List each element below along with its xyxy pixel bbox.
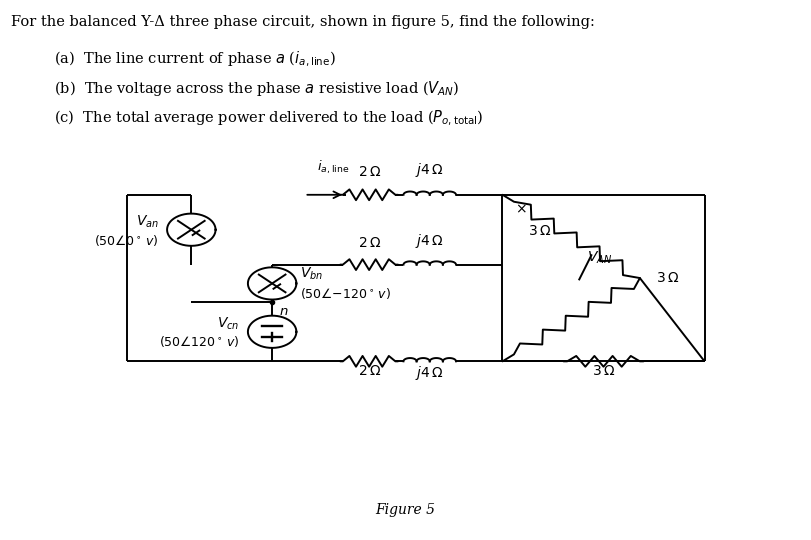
Text: $\times$: $\times$ xyxy=(515,203,526,217)
Text: $V_{AN}$: $V_{AN}$ xyxy=(587,249,612,266)
Text: $V_{cn}$: $V_{cn}$ xyxy=(217,315,240,332)
Text: (a)  The line current of phase $a$ ($i_{a,\mathrm{line}}$): (a) The line current of phase $a$ ($i_{a… xyxy=(54,50,336,69)
Text: $3\,\Omega$: $3\,\Omega$ xyxy=(592,364,615,378)
Text: Figure 5: Figure 5 xyxy=(375,503,436,517)
Text: $V_{bn}$: $V_{bn}$ xyxy=(300,266,324,282)
Text: $V_{an}$: $V_{an}$ xyxy=(136,213,159,230)
Text: $2\,\Omega$: $2\,\Omega$ xyxy=(358,165,380,179)
Text: $(50\angle{-120}^\circ\,v)$: $(50\angle{-120}^\circ\,v)$ xyxy=(300,286,392,301)
Text: $2\,\Omega$: $2\,\Omega$ xyxy=(358,364,380,378)
Text: $j4\,\Omega$: $j4\,\Omega$ xyxy=(415,161,444,179)
Text: For the balanced Y-Δ three phase circuit, shown in figure 5, find the following:: For the balanced Y-Δ three phase circuit… xyxy=(11,15,595,29)
Text: (c)  The total average power delivered to the load ($P_{o,\mathrm{total}}$): (c) The total average power delivered to… xyxy=(54,109,483,128)
Text: $2\,\Omega$: $2\,\Omega$ xyxy=(358,236,380,250)
Text: (b)  The voltage across the phase $a$ resistive load ($V_{AN}$): (b) The voltage across the phase $a$ res… xyxy=(54,79,460,98)
Text: $(50\angle 120^\circ\,v)$: $(50\angle 120^\circ\,v)$ xyxy=(160,334,240,349)
Text: $i_{a,\mathrm{line}}$: $i_{a,\mathrm{line}}$ xyxy=(316,159,349,176)
Text: $j4\,\Omega$: $j4\,\Omega$ xyxy=(415,364,444,382)
Text: $3\,\Omega$: $3\,\Omega$ xyxy=(528,224,551,238)
Text: $j4\,\Omega$: $j4\,\Omega$ xyxy=(415,232,444,250)
Text: $3\,\Omega$: $3\,\Omega$ xyxy=(656,271,680,285)
Text: $(50\angle 0^\circ\,v)$: $(50\angle 0^\circ\,v)$ xyxy=(94,233,159,248)
Text: $n$: $n$ xyxy=(279,306,288,319)
